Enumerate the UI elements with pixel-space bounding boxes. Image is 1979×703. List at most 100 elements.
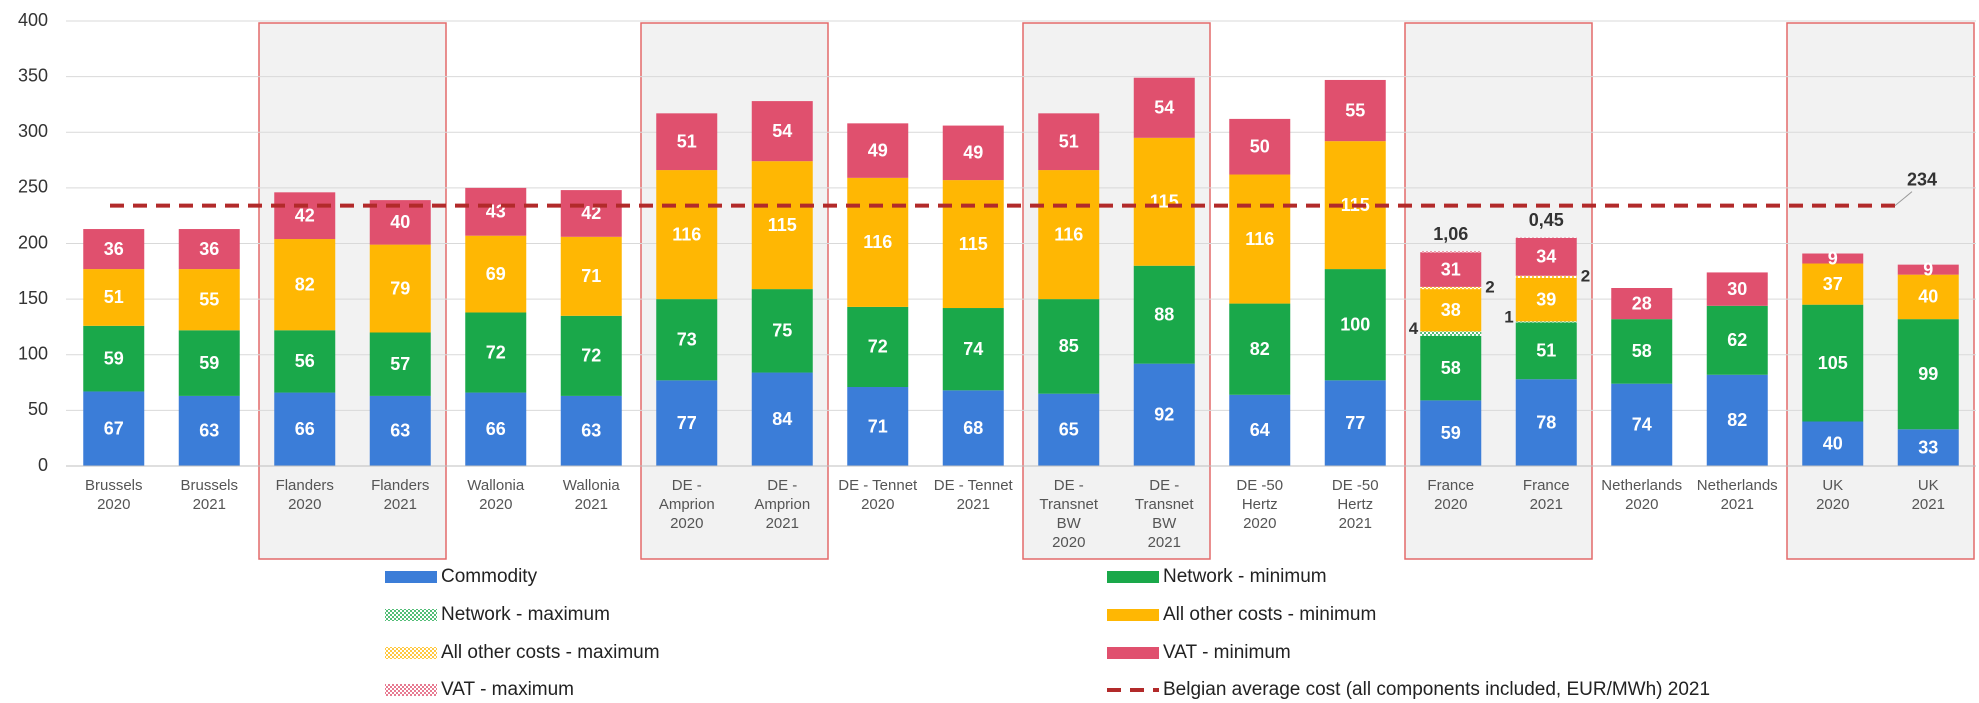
bar-segment — [83, 325, 145, 392]
x-tick-label: DE - — [1149, 477, 1179, 494]
bar-segment — [1229, 174, 1291, 304]
x-tick-label: 2021 — [1721, 496, 1754, 513]
x-tick-label: 2020 — [861, 496, 894, 513]
data-label: 49 — [963, 143, 983, 163]
data-label: 31 — [1441, 259, 1461, 279]
bar-segment — [369, 395, 431, 466]
data-label: 51 — [677, 131, 697, 151]
bar-segment — [1133, 77, 1195, 138]
bar-segment — [1133, 265, 1195, 364]
data-label: 64 — [1250, 420, 1270, 440]
bar-segment — [274, 192, 336, 240]
bar-segment — [1420, 331, 1482, 336]
x-tick-label: Wallonia — [563, 477, 621, 494]
bar-segment — [1611, 383, 1673, 466]
bar-segment — [1038, 113, 1100, 171]
data-label: 66 — [486, 419, 506, 439]
data-label: 9 — [1828, 248, 1838, 268]
bar-segment — [1420, 400, 1482, 466]
x-tick-label: Amprion — [659, 496, 715, 513]
bar-segment — [1802, 263, 1864, 305]
x-tick-label: France — [1523, 477, 1570, 494]
bar-segment — [656, 299, 718, 381]
reference-label: 234 — [1907, 169, 1937, 189]
x-tick-label: Flanders — [276, 477, 334, 494]
data-label: 59 — [199, 353, 219, 373]
data-label: 63 — [199, 421, 219, 441]
bar-segment — [1420, 252, 1482, 287]
y-tick-label: 200 — [18, 232, 48, 252]
data-label: 115 — [959, 234, 988, 254]
x-tick-label: Hertz — [1337, 496, 1373, 513]
data-label: 82 — [295, 274, 315, 294]
x-tick-label: Transnet — [1135, 496, 1194, 513]
bar-segment — [560, 315, 622, 396]
bar-segment — [656, 170, 718, 300]
bar-segment — [1897, 319, 1959, 430]
x-tick-label: UK — [1918, 477, 1939, 494]
data-label: 33 — [1918, 437, 1938, 457]
bar-segment — [847, 177, 909, 307]
legend-label: Network - minimum — [1163, 566, 1327, 587]
x-tick-label: 2021 — [1912, 496, 1945, 513]
bar-segment — [274, 392, 336, 466]
y-tick-label: 100 — [18, 344, 48, 364]
x-tick-label: Hertz — [1242, 496, 1278, 513]
x-tick-label: Wallonia — [467, 477, 525, 494]
bar-segment — [1420, 286, 1482, 290]
bar-segment — [1897, 264, 1959, 275]
bar-segment — [1515, 322, 1577, 380]
bar-segment — [465, 392, 527, 466]
data-label: 36 — [104, 239, 124, 259]
bar-segment — [751, 101, 813, 162]
data-label: 116 — [672, 224, 701, 244]
bar-segment — [1515, 275, 1577, 278]
data-label: 51 — [1536, 341, 1556, 361]
legend-label: All other costs - maximum — [441, 642, 660, 663]
data-label: 116 — [1054, 224, 1083, 244]
data-label: 116 — [1245, 229, 1274, 249]
data-label: 88 — [1154, 304, 1174, 324]
bar-segment — [1515, 237, 1577, 238]
data-label: 84 — [772, 409, 792, 429]
bar-segment — [847, 123, 909, 178]
bar-segment — [847, 387, 909, 466]
bar-segment — [751, 161, 813, 290]
data-label: 28 — [1632, 293, 1652, 313]
data-label: 54 — [772, 121, 792, 141]
legend-swatch — [385, 571, 437, 583]
data-label: 62 — [1727, 330, 1747, 350]
data-label: 40 — [1823, 434, 1843, 454]
bar-segment — [847, 306, 909, 388]
data-label: 71 — [581, 266, 601, 286]
data-label: 67 — [104, 418, 124, 438]
bar-segment — [178, 330, 240, 396]
bar-segment — [656, 113, 718, 171]
bar-segment — [1229, 303, 1291, 395]
bar-segment — [274, 330, 336, 393]
x-tick-label: DE - — [767, 477, 797, 494]
data-label: 82 — [1727, 410, 1747, 430]
bar-segment — [465, 187, 527, 236]
x-tick-label: 2020 — [1243, 515, 1276, 532]
data-label: 51 — [1059, 131, 1079, 151]
data-label: 42 — [581, 203, 601, 223]
bar-segment — [1515, 321, 1577, 323]
x-tick-label: 2020 — [1625, 496, 1658, 513]
bar-segment — [1420, 335, 1482, 401]
legend-label: Network - maximum — [441, 604, 610, 625]
bar-segment — [1611, 288, 1673, 320]
data-label: 51 — [104, 287, 124, 307]
x-tick-label: DE -50 — [1236, 477, 1283, 494]
x-tick-label: 2021 — [957, 496, 990, 513]
x-tick-label: BW — [1152, 515, 1177, 532]
bar-segment — [942, 308, 1004, 391]
bar-segment — [1897, 429, 1959, 466]
bar-segment — [1038, 393, 1100, 466]
x-tick-label: DE - Tennet — [838, 477, 918, 494]
bar-segment — [1802, 304, 1864, 422]
legend-swatch — [385, 647, 437, 659]
legend-label: VAT - maximum — [441, 679, 574, 700]
bar-segment — [942, 180, 1004, 309]
x-tick-label: 2021 — [1530, 496, 1563, 513]
